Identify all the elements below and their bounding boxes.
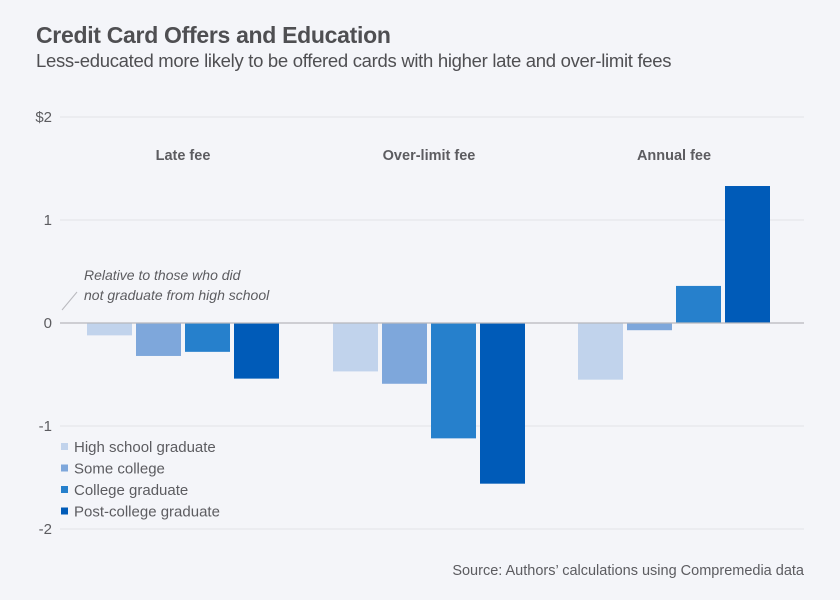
- chart-title: Credit Card Offers and Education: [36, 22, 391, 48]
- legend: High school graduate Some college College …: [61, 439, 220, 521]
- bar: [676, 285, 721, 323]
- bar: [185, 323, 230, 352]
- chart-subtitle: Less-educated more likely to be offered …: [36, 50, 672, 71]
- source-note: Source: Authors’ calculations using Comp…: [452, 563, 804, 579]
- bar: [87, 323, 132, 336]
- legend-swatch: [61, 464, 68, 472]
- legend-label: Some college: [74, 461, 165, 478]
- group-labels: Late fee Over-limit fee Annual fee: [156, 148, 711, 164]
- legend-swatch: [61, 507, 68, 515]
- bar: [333, 323, 378, 372]
- bar: [480, 323, 525, 484]
- legend-label: College graduate: [74, 482, 188, 499]
- bar: [382, 323, 427, 384]
- bar: [578, 323, 623, 380]
- y-tick-label: $2: [35, 109, 52, 126]
- y-tick-label: 1: [44, 212, 52, 229]
- annotation: Relative to those who did not graduate f…: [61, 267, 270, 311]
- y-tick-label: -1: [39, 418, 52, 435]
- bar: [627, 323, 672, 331]
- group-label: Over-limit fee: [383, 148, 476, 164]
- group-label: Annual fee: [637, 148, 711, 164]
- annotation-line-1: Relative to those who did: [84, 267, 242, 283]
- bar: [136, 323, 181, 356]
- legend-swatch: [61, 486, 68, 493]
- bars: [87, 186, 770, 484]
- legend-label: High school graduate: [74, 439, 216, 456]
- bar: [431, 323, 476, 439]
- legend-swatch: [61, 443, 68, 450]
- group-label: Late fee: [156, 148, 211, 164]
- gridlines: [60, 116, 804, 530]
- bar: [234, 323, 279, 379]
- y-axis-ticks: $2 1 0 -1 -2: [35, 109, 52, 538]
- annotation-line-2: not graduate from high school: [84, 287, 270, 303]
- legend-label: Post-college graduate: [74, 504, 220, 521]
- bar: [725, 186, 770, 323]
- y-tick-label: 0: [44, 315, 52, 332]
- y-tick-label: -2: [39, 521, 52, 538]
- annotation-pointer: [61, 291, 78, 311]
